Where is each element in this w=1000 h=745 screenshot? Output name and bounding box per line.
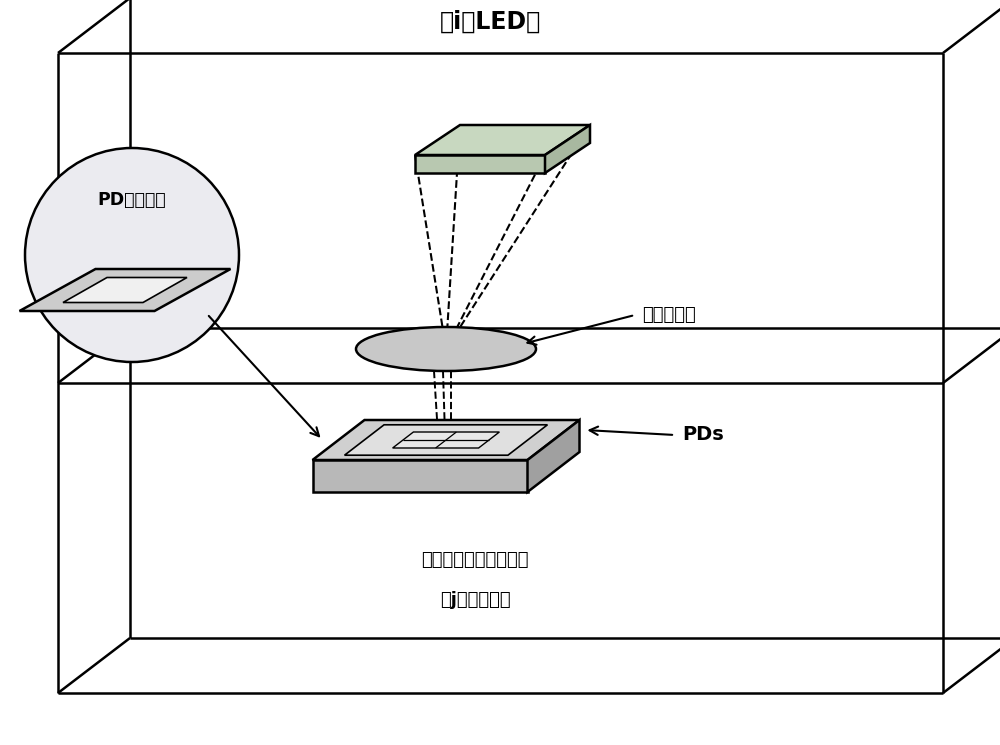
Polygon shape [312,420,580,460]
Text: 在房间中可自由移动的: 在房间中可自由移动的 [421,551,529,569]
Ellipse shape [356,327,536,371]
Text: 第i个LED灯: 第i个LED灯 [439,10,541,34]
Text: 成像式透镜: 成像式透镜 [642,306,696,324]
Polygon shape [345,425,547,455]
Circle shape [25,148,239,362]
Polygon shape [20,269,230,311]
Text: 第j个用户终端: 第j个用户终端 [440,591,510,609]
Polygon shape [312,460,528,492]
Polygon shape [528,420,580,492]
Text: PDs: PDs [682,425,724,445]
Text: PD上的成像: PD上的成像 [98,191,166,209]
Polygon shape [545,125,590,173]
Polygon shape [415,155,545,173]
Polygon shape [393,432,499,448]
Polygon shape [415,125,590,155]
Polygon shape [63,277,187,302]
